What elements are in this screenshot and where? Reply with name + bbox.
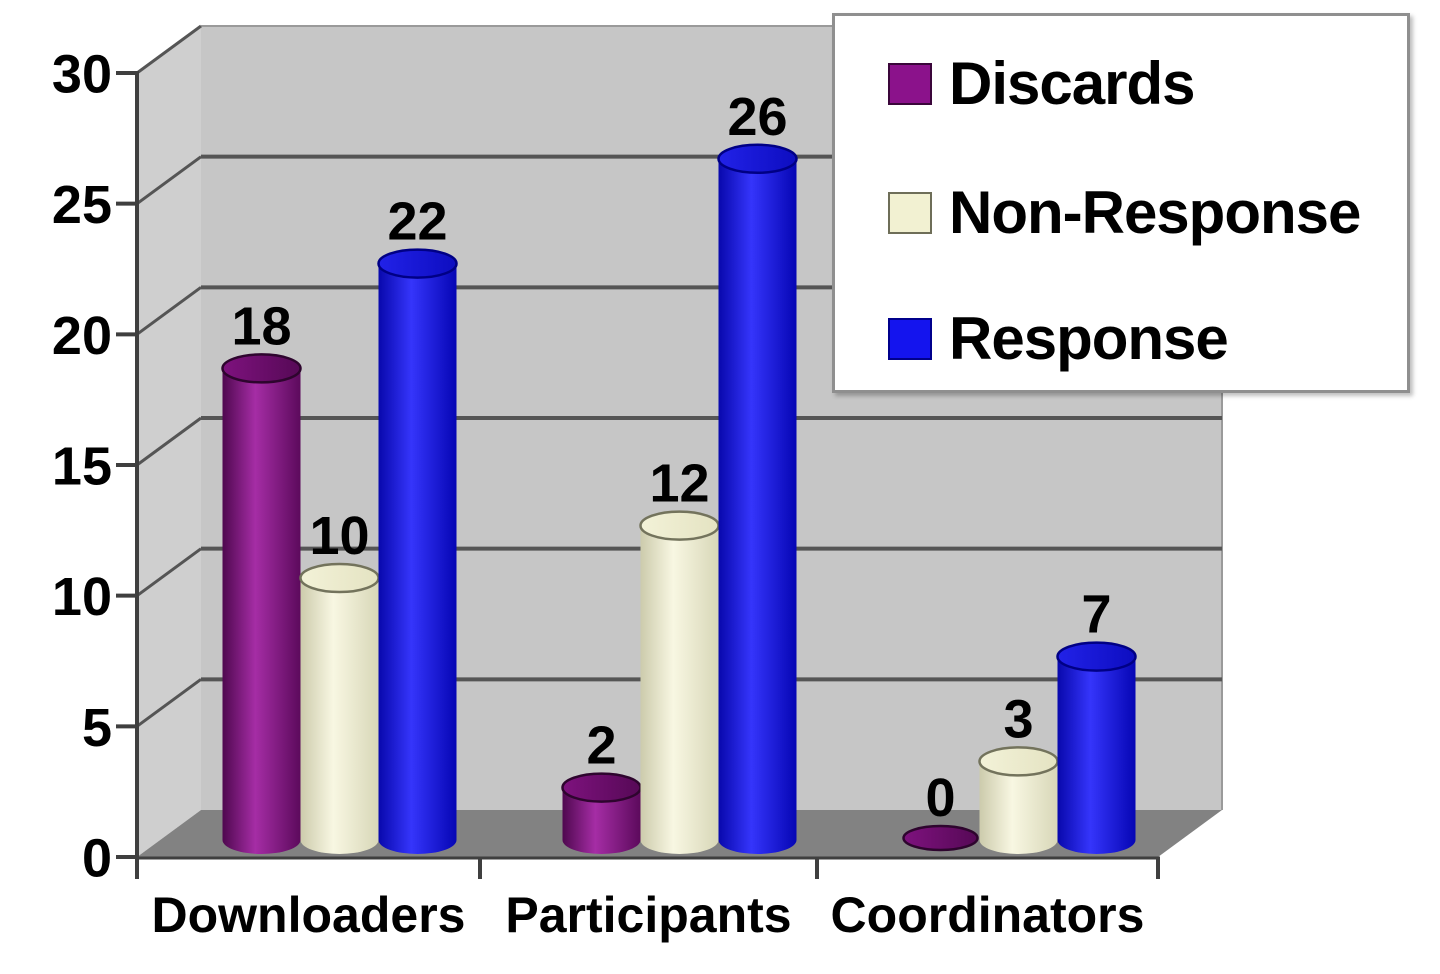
cylinder-top xyxy=(1056,641,1137,672)
legend-swatch-discards xyxy=(888,63,932,105)
legend-label-discards: Discards xyxy=(949,50,1195,117)
data-label: 12 xyxy=(649,454,709,514)
legend: Discards Non-Response Response xyxy=(832,13,1410,393)
y-tick-label: 30 xyxy=(52,44,112,104)
y-tick-label: 10 xyxy=(52,567,112,627)
legend-label-response: Response xyxy=(949,305,1229,372)
cylinder-top xyxy=(221,353,302,384)
category-label: Participants xyxy=(505,887,791,943)
data-label: 18 xyxy=(231,296,291,356)
y-tick-label: 25 xyxy=(52,175,112,235)
cylinder-body xyxy=(222,368,301,840)
category-label: Downloaders xyxy=(152,887,466,943)
data-label: 7 xyxy=(1081,585,1111,645)
y-tick-label: 15 xyxy=(52,436,112,496)
gridline-slant xyxy=(136,24,202,75)
data-label: 2 xyxy=(586,716,616,776)
gridline-slant xyxy=(136,155,202,205)
cylinder-top xyxy=(561,772,642,803)
legend-swatch-response xyxy=(888,318,932,360)
cylinder-top xyxy=(639,510,720,541)
cylinder-body xyxy=(300,578,379,840)
category-label: Coordinators xyxy=(831,887,1145,943)
data-label: 22 xyxy=(387,192,447,252)
gridline-slant xyxy=(136,547,202,597)
gridline-slant xyxy=(136,678,202,728)
data-label: 10 xyxy=(309,506,369,566)
legend-item-response: Response xyxy=(888,305,1229,372)
y-tick-label: 0 xyxy=(82,828,112,888)
cylinder-body xyxy=(640,525,719,840)
data-label: 26 xyxy=(727,87,787,147)
y-tick-label: 5 xyxy=(82,698,112,758)
cylinder-top xyxy=(717,143,798,175)
gridline-slant xyxy=(136,286,202,336)
legend-label-non-response: Non-Response xyxy=(949,179,1361,246)
legend-swatch-non-response xyxy=(888,192,932,234)
data-label: 3 xyxy=(1003,689,1033,749)
gridline-slant xyxy=(136,416,202,467)
cylinder-top xyxy=(377,248,458,279)
y-tick-label: 20 xyxy=(52,306,112,366)
cylinder-body xyxy=(1057,656,1136,840)
legend-item-discards: Discards xyxy=(888,50,1195,117)
cylinder-body xyxy=(378,263,457,841)
legend-item-non-response: Non-Response xyxy=(888,179,1361,246)
cylinder-body xyxy=(718,158,797,841)
cylinder-flat xyxy=(902,824,979,852)
data-label: 0 xyxy=(925,768,955,828)
cylinder-top xyxy=(299,562,380,594)
cylinder-top xyxy=(978,746,1059,777)
